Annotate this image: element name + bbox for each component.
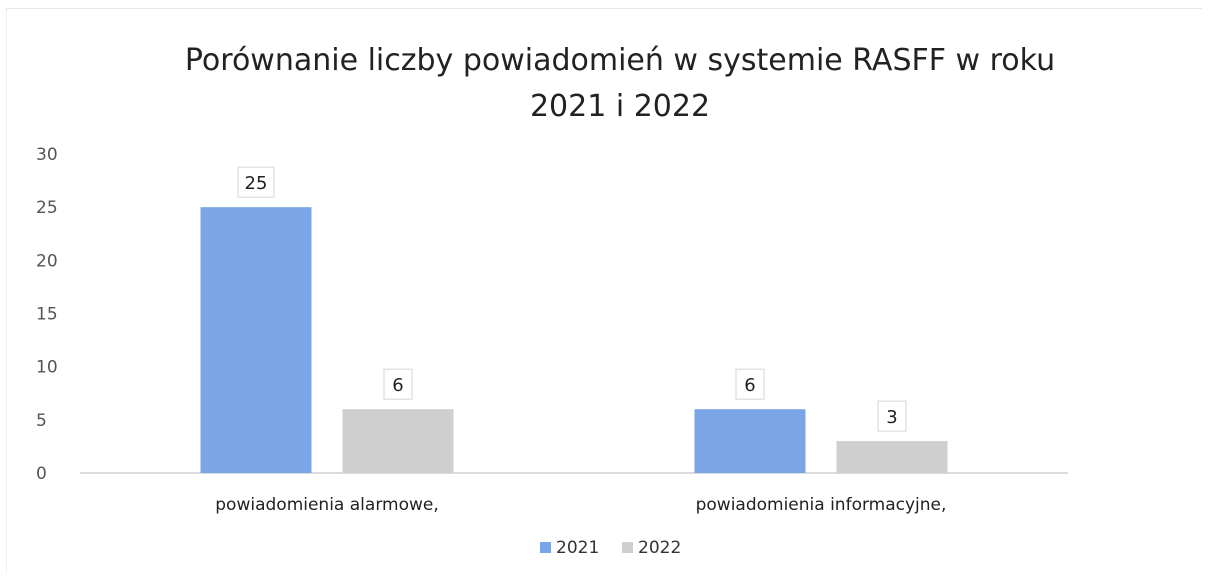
data-label-2021-0: 25 xyxy=(245,173,268,194)
y-tick-label-0: 0 xyxy=(36,464,47,484)
y-tick-label-20: 20 xyxy=(36,251,58,271)
y-tick-label-15: 15 xyxy=(36,305,58,325)
legend-label-2022: 2022 xyxy=(638,538,681,558)
chart-title: Porównanie liczby powiadomień w systemie… xyxy=(120,38,1120,130)
data-label-box-2022-0 xyxy=(383,368,413,400)
legend-label-2021: 2021 xyxy=(556,538,599,558)
y-tick-label-5: 5 xyxy=(36,411,47,431)
data-label-box-2021-1 xyxy=(735,368,765,400)
data-label-2022-0: 6 xyxy=(392,375,403,396)
legend-swatch-2022 xyxy=(622,542,633,553)
data-label-box-2022-1 xyxy=(877,400,907,432)
data-label-box-2021-0 xyxy=(237,166,275,198)
chart-frame xyxy=(6,8,1202,574)
y-tick-label-25: 25 xyxy=(36,198,58,218)
category-label-0: powiadomienia alarmowe, xyxy=(215,495,438,515)
category-label-1: powiadomienia informacyjne, xyxy=(696,495,947,515)
legend-swatch-2021 xyxy=(540,542,551,553)
chart-title-line-1: Porównanie liczby powiadomień w systemie… xyxy=(184,43,1056,78)
bar-2021-0 xyxy=(200,207,312,473)
data-label-2021-1: 6 xyxy=(744,375,755,396)
bar-2022-0 xyxy=(342,409,454,473)
y-tick-label-10: 10 xyxy=(36,358,58,378)
chart-title-line-2: 2021 i 2022 xyxy=(529,89,711,124)
data-label-2022-1: 3 xyxy=(886,407,897,428)
bar-2022-1 xyxy=(836,441,948,473)
bar-2021-1 xyxy=(694,409,806,473)
y-tick-label-30: 30 xyxy=(36,145,58,165)
